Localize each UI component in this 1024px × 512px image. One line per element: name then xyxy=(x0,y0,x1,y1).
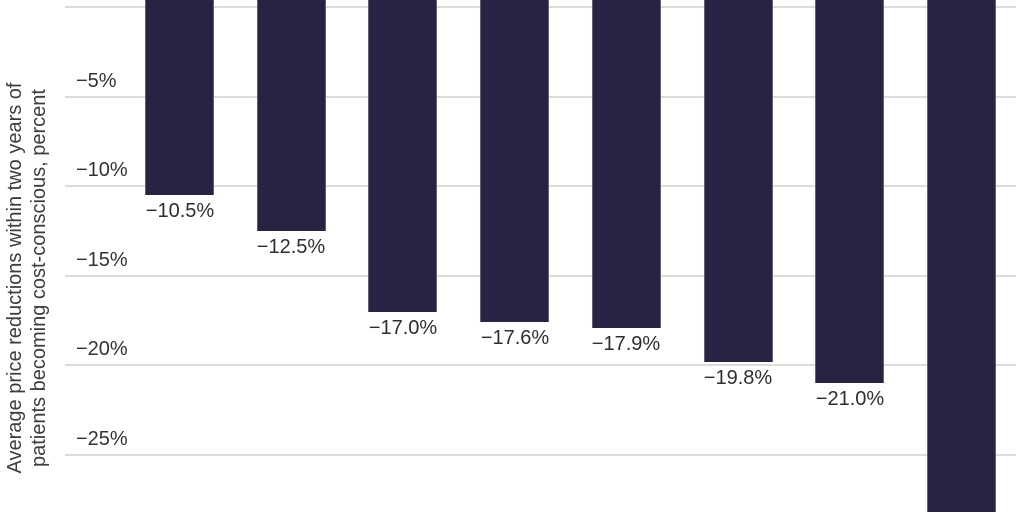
y-tick-label: −0% xyxy=(76,0,117,2)
bar-value-label: −19.8% xyxy=(703,367,773,389)
y-tick-label: −25% xyxy=(76,428,128,450)
bar xyxy=(145,0,214,195)
bar-value-label: −10.5% xyxy=(145,200,215,222)
y-axis-title-line1: Average price reductions within two year… xyxy=(4,82,26,474)
y-axis-title: Average price reductions within two year… xyxy=(3,83,51,474)
y-axis-title-line2: patients becoming cost-conscious, percen… xyxy=(28,89,50,467)
bar-value-label: −21.0% xyxy=(815,388,885,410)
bar-value-label: −17.0% xyxy=(368,317,438,339)
y-tick-label: −5% xyxy=(76,69,117,92)
bar xyxy=(480,0,549,322)
y-tick-label: −20% xyxy=(76,338,128,361)
bar xyxy=(257,0,326,231)
y-tick-label: −10% xyxy=(76,159,128,182)
y-tick-label: −15% xyxy=(76,248,128,271)
bar xyxy=(368,0,437,312)
bar xyxy=(815,0,884,383)
bar xyxy=(592,0,661,328)
bar xyxy=(704,0,773,362)
gridline xyxy=(65,364,1016,367)
bar-value-label: −17.6% xyxy=(480,327,550,349)
gridline xyxy=(65,454,1016,456)
bar-value-label: −17.9% xyxy=(591,333,661,355)
bar-value-label: −12.5% xyxy=(256,236,326,258)
bar xyxy=(927,0,996,512)
